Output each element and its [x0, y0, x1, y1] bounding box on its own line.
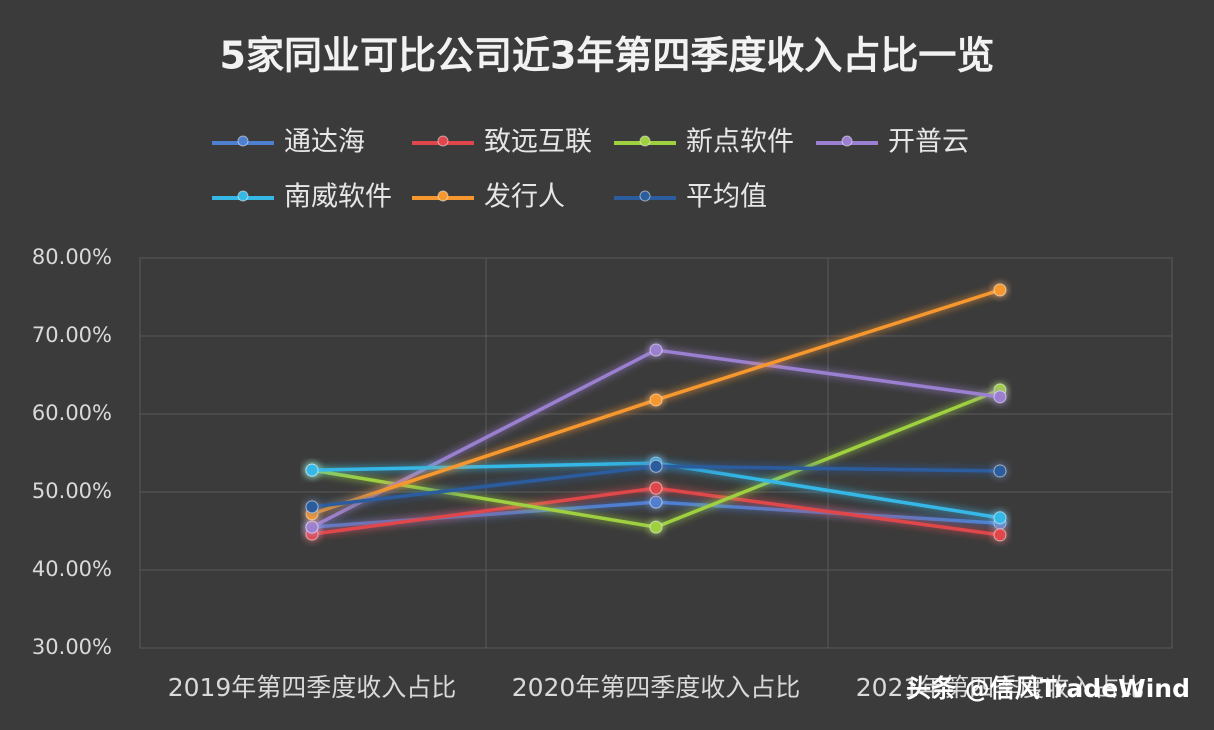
data-point [305, 500, 319, 514]
data-point [993, 528, 1007, 542]
data-point [993, 390, 1007, 404]
data-point [649, 459, 663, 473]
legend-marker [639, 190, 651, 202]
data-point [649, 393, 663, 407]
legend-label: 新点软件 [686, 127, 794, 158]
y-tick-label: 50.00% [32, 479, 112, 503]
legend-marker [237, 190, 249, 202]
y-tick-label: 80.00% [32, 245, 112, 269]
legend-label: 通达海 [284, 127, 365, 158]
data-point [305, 463, 319, 477]
y-tick-label: 70.00% [32, 323, 112, 347]
legend-marker [639, 135, 651, 147]
legend-label: 开普云 [888, 127, 969, 158]
y-tick-label: 40.00% [32, 557, 112, 581]
data-point [649, 495, 663, 509]
data-point [649, 520, 663, 534]
watermark: 头条 @信风TradeWind [906, 674, 1190, 703]
x-tick-label: 2021年第四季度收入占比 [856, 673, 1145, 702]
legend-marker [841, 135, 853, 147]
chart-title: 5家同业可比公司近3年第四季度收入占比一览 [220, 34, 995, 78]
legend-marker [437, 190, 449, 202]
y-tick-label: 30.00% [32, 635, 112, 659]
y-tick-label: 60.00% [32, 401, 112, 425]
data-point [305, 520, 319, 534]
x-tick-label: 2019年第四季度收入占比 [168, 673, 457, 702]
legend-marker [437, 135, 449, 147]
data-point [993, 464, 1007, 478]
legend-marker [237, 135, 249, 147]
legend-label: 致远互联 [484, 127, 592, 158]
data-point [993, 511, 1007, 525]
data-point [993, 283, 1007, 297]
legend-label: 平均值 [686, 182, 767, 213]
legend-label: 发行人 [484, 182, 565, 213]
data-point [649, 343, 663, 357]
data-point [649, 481, 663, 495]
x-tick-label: 2020年第四季度收入占比 [512, 673, 801, 702]
legend-label: 南威软件 [284, 182, 392, 213]
